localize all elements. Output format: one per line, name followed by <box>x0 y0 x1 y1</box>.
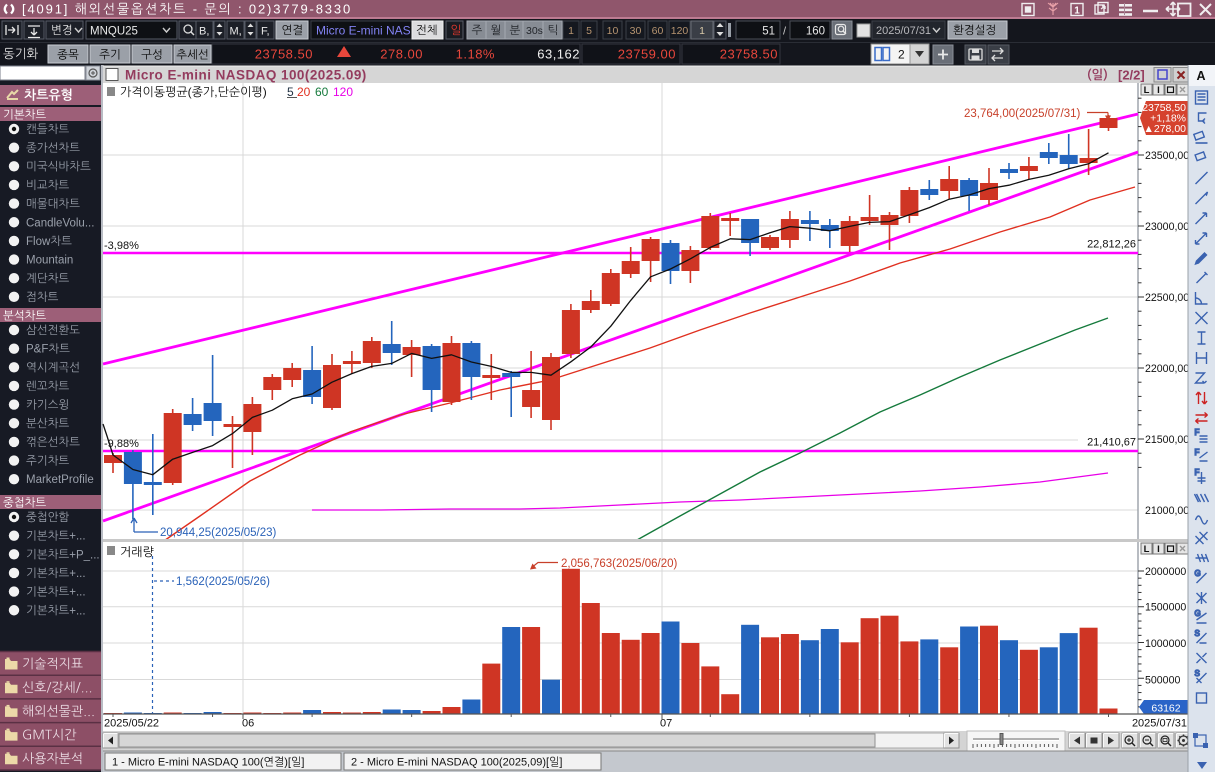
svg-text:F: F <box>1195 428 1200 437</box>
svg-text:CandleVolu...: CandleVolu... <box>26 217 94 229</box>
svg-text:278.00: 278.00 <box>380 47 423 62</box>
svg-text:2025/05/22: 2025/05/22 <box>104 718 159 730</box>
svg-text:60: 60 <box>315 85 329 99</box>
svg-text:07: 07 <box>660 718 672 730</box>
svg-text:-: - <box>187 2 204 17</box>
svg-text:L: L <box>1144 544 1150 555</box>
svg-text:2 - Micro E-mini NASDAQ 100(20: 2 - Micro E-mini NASDAQ 100(2025,09)[ <box>351 757 549 769</box>
svg-text:+...: +... <box>69 568 85 580</box>
svg-text:10: 10 <box>607 25 619 37</box>
svg-text:63162: 63162 <box>1151 703 1180 715</box>
svg-text:G: G <box>1195 609 1201 618</box>
svg-text:G: G <box>1195 569 1201 578</box>
svg-text:/: / <box>783 26 787 38</box>
svg-text:I: I <box>1157 85 1160 96</box>
svg-text:M,: M, <box>230 26 242 38</box>
svg-text:23759.00: 23759.00 <box>618 47 676 62</box>
svg-text:23758.50: 23758.50 <box>720 47 778 62</box>
svg-text:MNQU25: MNQU25 <box>90 26 138 38</box>
svg-text:P&F: P&F <box>26 344 48 356</box>
svg-text:+1,18%: +1,18% <box>1150 113 1186 125</box>
svg-text:[4091]: [4091] <box>22 2 75 17</box>
svg-text:S: S <box>1195 669 1200 678</box>
svg-text:Micro E-mini NAS: Micro E-mini NAS <box>316 24 411 38</box>
svg-text:5: 5 <box>287 85 294 99</box>
svg-text:1: 1 <box>699 25 705 37</box>
svg-text:1: 1 <box>568 25 574 37</box>
svg-text:2025/07/31: 2025/07/31 <box>876 25 931 37</box>
svg-text:63,162: 63,162 <box>537 47 580 62</box>
svg-text:1: 1 <box>1074 6 1080 17</box>
svg-text:23000,00: 23000,00 <box>1145 221 1189 233</box>
svg-text:60: 60 <box>652 25 664 37</box>
svg-text:23758.50: 23758.50 <box>255 47 313 62</box>
svg-text:2,056,763(2025/06/20): 2,056,763(2025/06/20) <box>561 558 678 570</box>
svg-text:S: S <box>1195 629 1200 638</box>
svg-text:20: 20 <box>297 85 311 99</box>
svg-text:B,: B, <box>199 26 209 38</box>
svg-text:23500,00: 23500,00 <box>1145 150 1189 162</box>
svg-text:51: 51 <box>762 26 775 38</box>
svg-text:1000000: 1000000 <box>1145 638 1186 650</box>
svg-text:F: F <box>1195 468 1200 477</box>
svg-text:(: ( <box>188 85 192 99</box>
svg-text:21000,00: 21000,00 <box>1145 505 1189 517</box>
svg-text:160: 160 <box>806 26 825 38</box>
svg-text:]: ] <box>301 757 304 769</box>
svg-text:+...: +... <box>69 605 85 617</box>
svg-text:)[: )[ <box>284 757 291 769</box>
svg-text:,: , <box>214 85 217 99</box>
svg-text:22,812,26: 22,812,26 <box>1087 239 1136 251</box>
svg-text:Mountain: Mountain <box>26 255 73 267</box>
svg-text:+...: +... <box>69 531 85 543</box>
svg-text:I: I <box>1157 544 1160 555</box>
svg-text:2: 2 <box>898 48 905 62</box>
svg-text:Flow: Flow <box>26 236 51 248</box>
svg-text:: 02)3779-8330: : 02)3779-8330 <box>233 2 353 17</box>
svg-text:MarketProfile: MarketProfile <box>26 474 94 486</box>
svg-text:21500,00: 21500,00 <box>1145 434 1189 446</box>
svg-text:120: 120 <box>671 25 689 37</box>
svg-text:): ) <box>263 85 267 99</box>
svg-text:500000: 500000 <box>1145 674 1180 686</box>
svg-text:▲278,00: ▲278,00 <box>1143 123 1186 135</box>
svg-text:-3,98%: -3,98% <box>104 240 139 252</box>
svg-text:30s: 30s <box>526 25 543 37</box>
svg-text:2000000: 2000000 <box>1145 566 1186 578</box>
svg-text:L: L <box>1144 85 1150 96</box>
svg-text:22500,00: 22500,00 <box>1145 292 1189 304</box>
svg-text:Micro E-mini NASDAQ 100(2025.0: Micro E-mini NASDAQ 100(2025.09) <box>125 68 367 83</box>
svg-text:1 - Micro E-mini NASDAQ 100(: 1 - Micro E-mini NASDAQ 100( <box>112 757 264 769</box>
svg-text:23,764,00(2025/07/31): 23,764,00(2025/07/31) <box>964 108 1081 120</box>
svg-text:21,410,67: 21,410,67 <box>1087 437 1136 449</box>
svg-text:F,: F, <box>261 26 270 38</box>
svg-text:A: A <box>1196 69 1205 83</box>
svg-text:-9,88%: -9,88% <box>104 438 139 450</box>
svg-text:06: 06 <box>242 718 254 730</box>
svg-text:+P_...: +P_... <box>69 549 99 561</box>
svg-text:+...: +... <box>69 587 85 599</box>
svg-text:1,562(2025/05/26): 1,562(2025/05/26) <box>176 576 270 588</box>
svg-text:30: 30 <box>630 25 642 37</box>
svg-text:F: F <box>1195 448 1200 457</box>
svg-text:120: 120 <box>333 85 353 99</box>
svg-text:1.18%: 1.18% <box>456 47 495 62</box>
svg-text:1500000: 1500000 <box>1145 602 1186 614</box>
svg-text:5: 5 <box>586 25 592 37</box>
svg-text:[2/2]: [2/2] <box>1118 68 1145 83</box>
svg-text:23758,50: 23758,50 <box>1142 102 1186 114</box>
svg-text:]: ] <box>559 757 562 769</box>
svg-text:20,944,25(2025/05/23): 20,944,25(2025/05/23) <box>160 527 277 539</box>
svg-text:2025/07/31: 2025/07/31 <box>1132 718 1187 730</box>
svg-text:22000,00: 22000,00 <box>1145 363 1189 375</box>
